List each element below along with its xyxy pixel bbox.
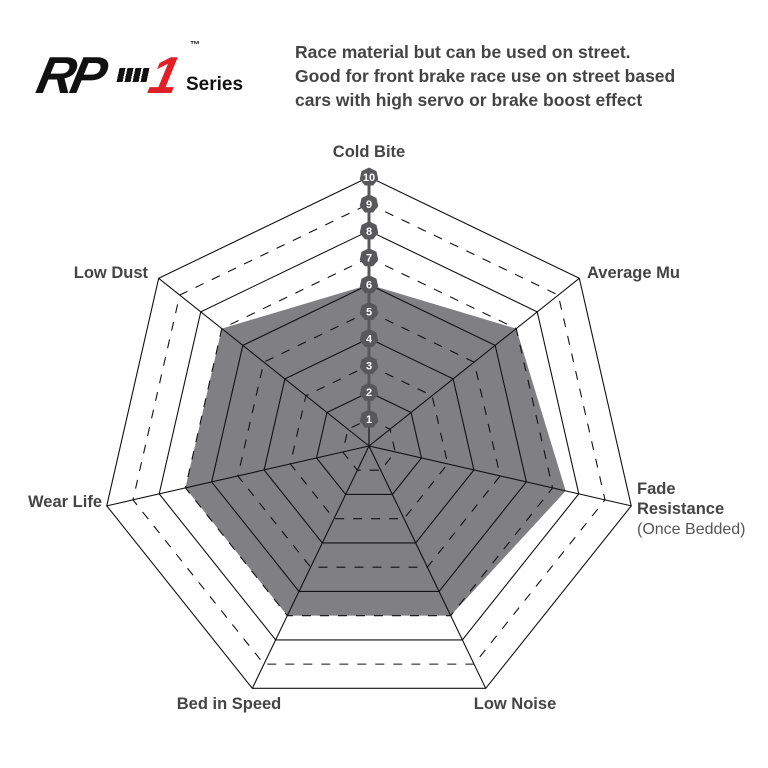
description-line: Race material but can be used on street. <box>295 42 631 62</box>
tick-label: 4 <box>366 333 373 345</box>
axis-label: Wear Life <box>28 493 102 511</box>
axis-spoke <box>368 277 580 447</box>
tick-badge <box>359 221 379 240</box>
axis-label: Bed in Speed <box>177 695 282 713</box>
axis-label: Resistance <box>637 500 724 518</box>
rp1-logo: RP 1 ™ Series <box>32 40 258 105</box>
axis-spoke <box>368 445 487 689</box>
logo-tm: ™ <box>190 40 200 51</box>
axis-spoke <box>368 445 632 507</box>
axis-label: Low Dust <box>74 264 149 282</box>
axis-sublabel: (Once Bedded) <box>637 521 746 538</box>
tick-label: 2 <box>366 387 372 399</box>
axis-spoke <box>251 445 370 689</box>
description-line: Good for front brake race use on street … <box>295 66 676 86</box>
tick-badge <box>359 382 379 401</box>
grid-ring <box>263 337 475 544</box>
grid-ring <box>315 391 423 496</box>
tick-label: 5 <box>366 307 372 319</box>
tick-label: 1 <box>366 414 372 426</box>
axis-label: Cold Bite <box>333 143 405 161</box>
axis-label: Average Mu <box>587 264 680 282</box>
logo-series: Series <box>186 74 244 95</box>
grid-ring <box>106 176 632 689</box>
grid-ring <box>211 283 527 592</box>
axis-label: Fade <box>637 480 676 498</box>
tick-label: 7 <box>366 253 372 265</box>
tick-badge <box>359 328 379 347</box>
tick-badge <box>359 355 379 374</box>
tick-badge <box>359 167 379 186</box>
axis-spoke <box>106 445 370 507</box>
grid-ring <box>158 230 580 641</box>
grid-ring <box>132 203 606 665</box>
tick-badge <box>359 409 379 428</box>
tick-badge <box>359 194 379 213</box>
tick-badge <box>359 275 379 294</box>
tick-label: 8 <box>366 226 372 238</box>
description-line: cars with high servo or brake boost effe… <box>295 90 643 110</box>
data-area <box>185 284 566 616</box>
tick-label: 10 <box>363 172 375 184</box>
axis-label: Low Noise <box>474 695 557 713</box>
axis-spoke <box>158 277 370 447</box>
tick-label: 3 <box>366 360 372 372</box>
tick-badge <box>359 248 379 267</box>
tick-badge <box>359 302 379 321</box>
description: Race material but can be used on street.… <box>295 40 675 112</box>
tick-label: 6 <box>366 280 372 292</box>
tick-label: 9 <box>366 199 372 211</box>
